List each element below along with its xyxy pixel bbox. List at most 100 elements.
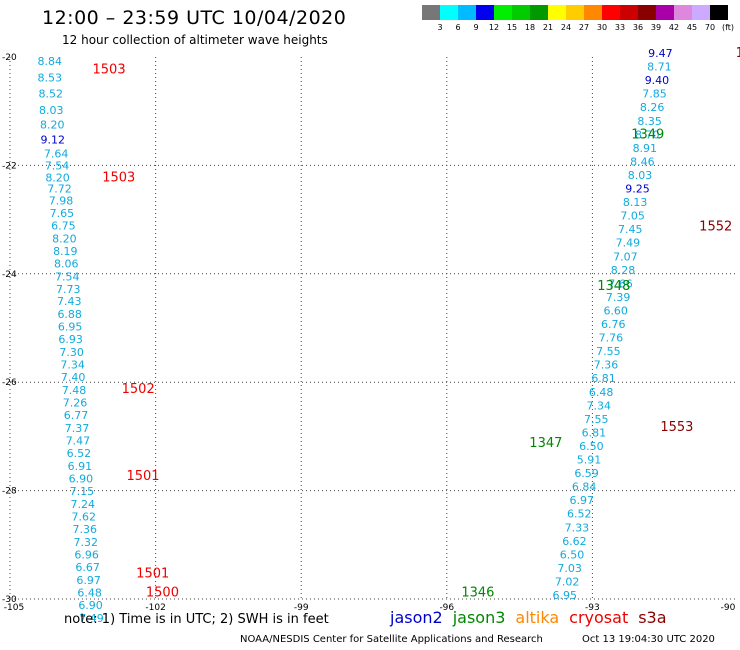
color-swatch: [566, 5, 584, 20]
generated-timestamp: Oct 13 19:04:30 UTC 2020: [582, 634, 715, 645]
satellite-legend-item: altika: [515, 608, 560, 627]
data-point: 6.50: [560, 548, 585, 561]
track-label: 1503: [102, 171, 135, 186]
color-scale-label: (ft): [721, 23, 735, 32]
data-point: 7.37: [65, 422, 90, 435]
data-point: 7.43: [57, 295, 82, 308]
data-point: 6.76: [601, 318, 626, 331]
satellite-legend-item: s3a: [638, 608, 667, 627]
data-point: 6.95: [552, 589, 577, 602]
color-scale-label: 33: [614, 23, 626, 32]
data-point: 6.48: [589, 386, 614, 399]
color-swatch: [458, 5, 476, 20]
color-swatch: [476, 5, 494, 20]
satellite-legend-item: jason3: [452, 608, 506, 627]
data-point: 7.05: [620, 210, 645, 223]
data-point: 8.03: [39, 104, 64, 117]
x-tick-label: -102: [145, 603, 165, 613]
data-point: 6.50: [579, 440, 604, 453]
data-point: 7.64: [44, 147, 69, 160]
color-scale-label: 45: [686, 23, 698, 32]
data-point: 7.49: [79, 612, 104, 625]
color-scale-label: 39: [650, 23, 662, 32]
color-swatch: [692, 5, 710, 20]
color-scale-label: 30: [596, 23, 608, 32]
data-point: 7.73: [56, 283, 81, 296]
track-label: 1: [736, 46, 740, 61]
data-point: 6.62: [562, 535, 587, 548]
data-point: 8.20: [40, 119, 65, 132]
data-point: 6.48: [77, 586, 102, 599]
data-point: 7.76: [599, 332, 624, 345]
x-tick-label: -96: [439, 603, 454, 613]
track-label: 1349: [631, 127, 664, 142]
data-point: 7.07: [613, 250, 638, 263]
data-point: 8.91: [633, 142, 658, 155]
data-point: 7.02: [555, 575, 580, 588]
color-swatch: [710, 5, 728, 20]
data-point: 6.88: [57, 308, 82, 321]
satellite-legend-item: cryosat: [569, 608, 629, 627]
color-swatch: [512, 5, 530, 20]
y-tick-label: -20: [2, 53, 17, 63]
data-point: 6.95: [58, 321, 83, 334]
y-tick-label: -26: [2, 378, 17, 388]
color-swatch: [584, 5, 602, 20]
data-point: 7.55: [584, 413, 609, 426]
satellite-legend-item: jason2: [390, 608, 443, 627]
data-point: 6.81: [582, 426, 607, 439]
page-title: 12:00 – 23:59 UTC 10/04/2020: [42, 7, 347, 29]
data-point: 7.39: [606, 291, 631, 304]
credit-line: NOAA/NESDIS Center for Satellite Applica…: [240, 634, 543, 645]
color-scale-label: 18: [524, 23, 536, 32]
track-label: 1346: [461, 585, 494, 600]
data-point: 7.65: [50, 207, 75, 220]
data-point: 7.62: [72, 510, 97, 523]
data-point: 7.45: [618, 223, 643, 236]
data-point: 7.33: [565, 521, 590, 534]
data-point: 7.48: [62, 384, 87, 397]
data-point: 6.93: [58, 333, 83, 346]
data-point: 6.59: [574, 467, 599, 480]
data-point: 5.91: [577, 454, 602, 467]
data-point: 7.54: [55, 270, 80, 283]
y-tick-label: -22: [2, 161, 17, 171]
data-point: 7.24: [71, 498, 96, 511]
data-point: 7.98: [49, 194, 74, 207]
color-scale-label: 12: [488, 23, 500, 32]
data-point: 8.19: [53, 245, 78, 258]
data-point: 6.75: [51, 219, 76, 232]
y-tick-label: -24: [2, 270, 17, 280]
track-label: 1501: [136, 566, 169, 581]
color-scale-label: 42: [668, 23, 680, 32]
color-swatch: [530, 5, 548, 20]
data-point: 7.36: [594, 359, 619, 372]
track-label: 1553: [660, 420, 693, 435]
data-point: 6.60: [603, 304, 628, 317]
data-point: 6.91: [68, 460, 93, 473]
data-point: 6.97: [569, 494, 594, 507]
footer-note: note: 1) Time is in UTC; 2) SWH is in fe…: [64, 612, 329, 627]
color-swatch: [674, 5, 692, 20]
data-point: 6.81: [591, 372, 616, 385]
data-point: 7.47: [66, 435, 91, 448]
data-point: 7.34: [586, 399, 611, 412]
track-label: 1503: [93, 62, 126, 77]
color-scale-label: 27: [578, 23, 590, 32]
color-scale-label: 70: [704, 23, 716, 32]
data-point: 7.32: [73, 536, 98, 549]
color-swatch: [602, 5, 620, 20]
color-scale-label: 15: [506, 23, 518, 32]
data-point: 6.90: [78, 599, 103, 612]
color-scale-label: 3: [437, 23, 443, 32]
track-label: 1501: [126, 469, 159, 484]
data-point: 8.20: [45, 172, 70, 185]
data-point: 6.67: [75, 561, 100, 574]
y-tick-label: -30: [2, 595, 17, 605]
color-swatch: [638, 5, 656, 20]
data-point: 7.54: [45, 160, 70, 173]
data-point: 8.13: [623, 196, 648, 209]
data-point: 8.46: [630, 155, 655, 168]
data-point: 7.66: [608, 277, 633, 290]
